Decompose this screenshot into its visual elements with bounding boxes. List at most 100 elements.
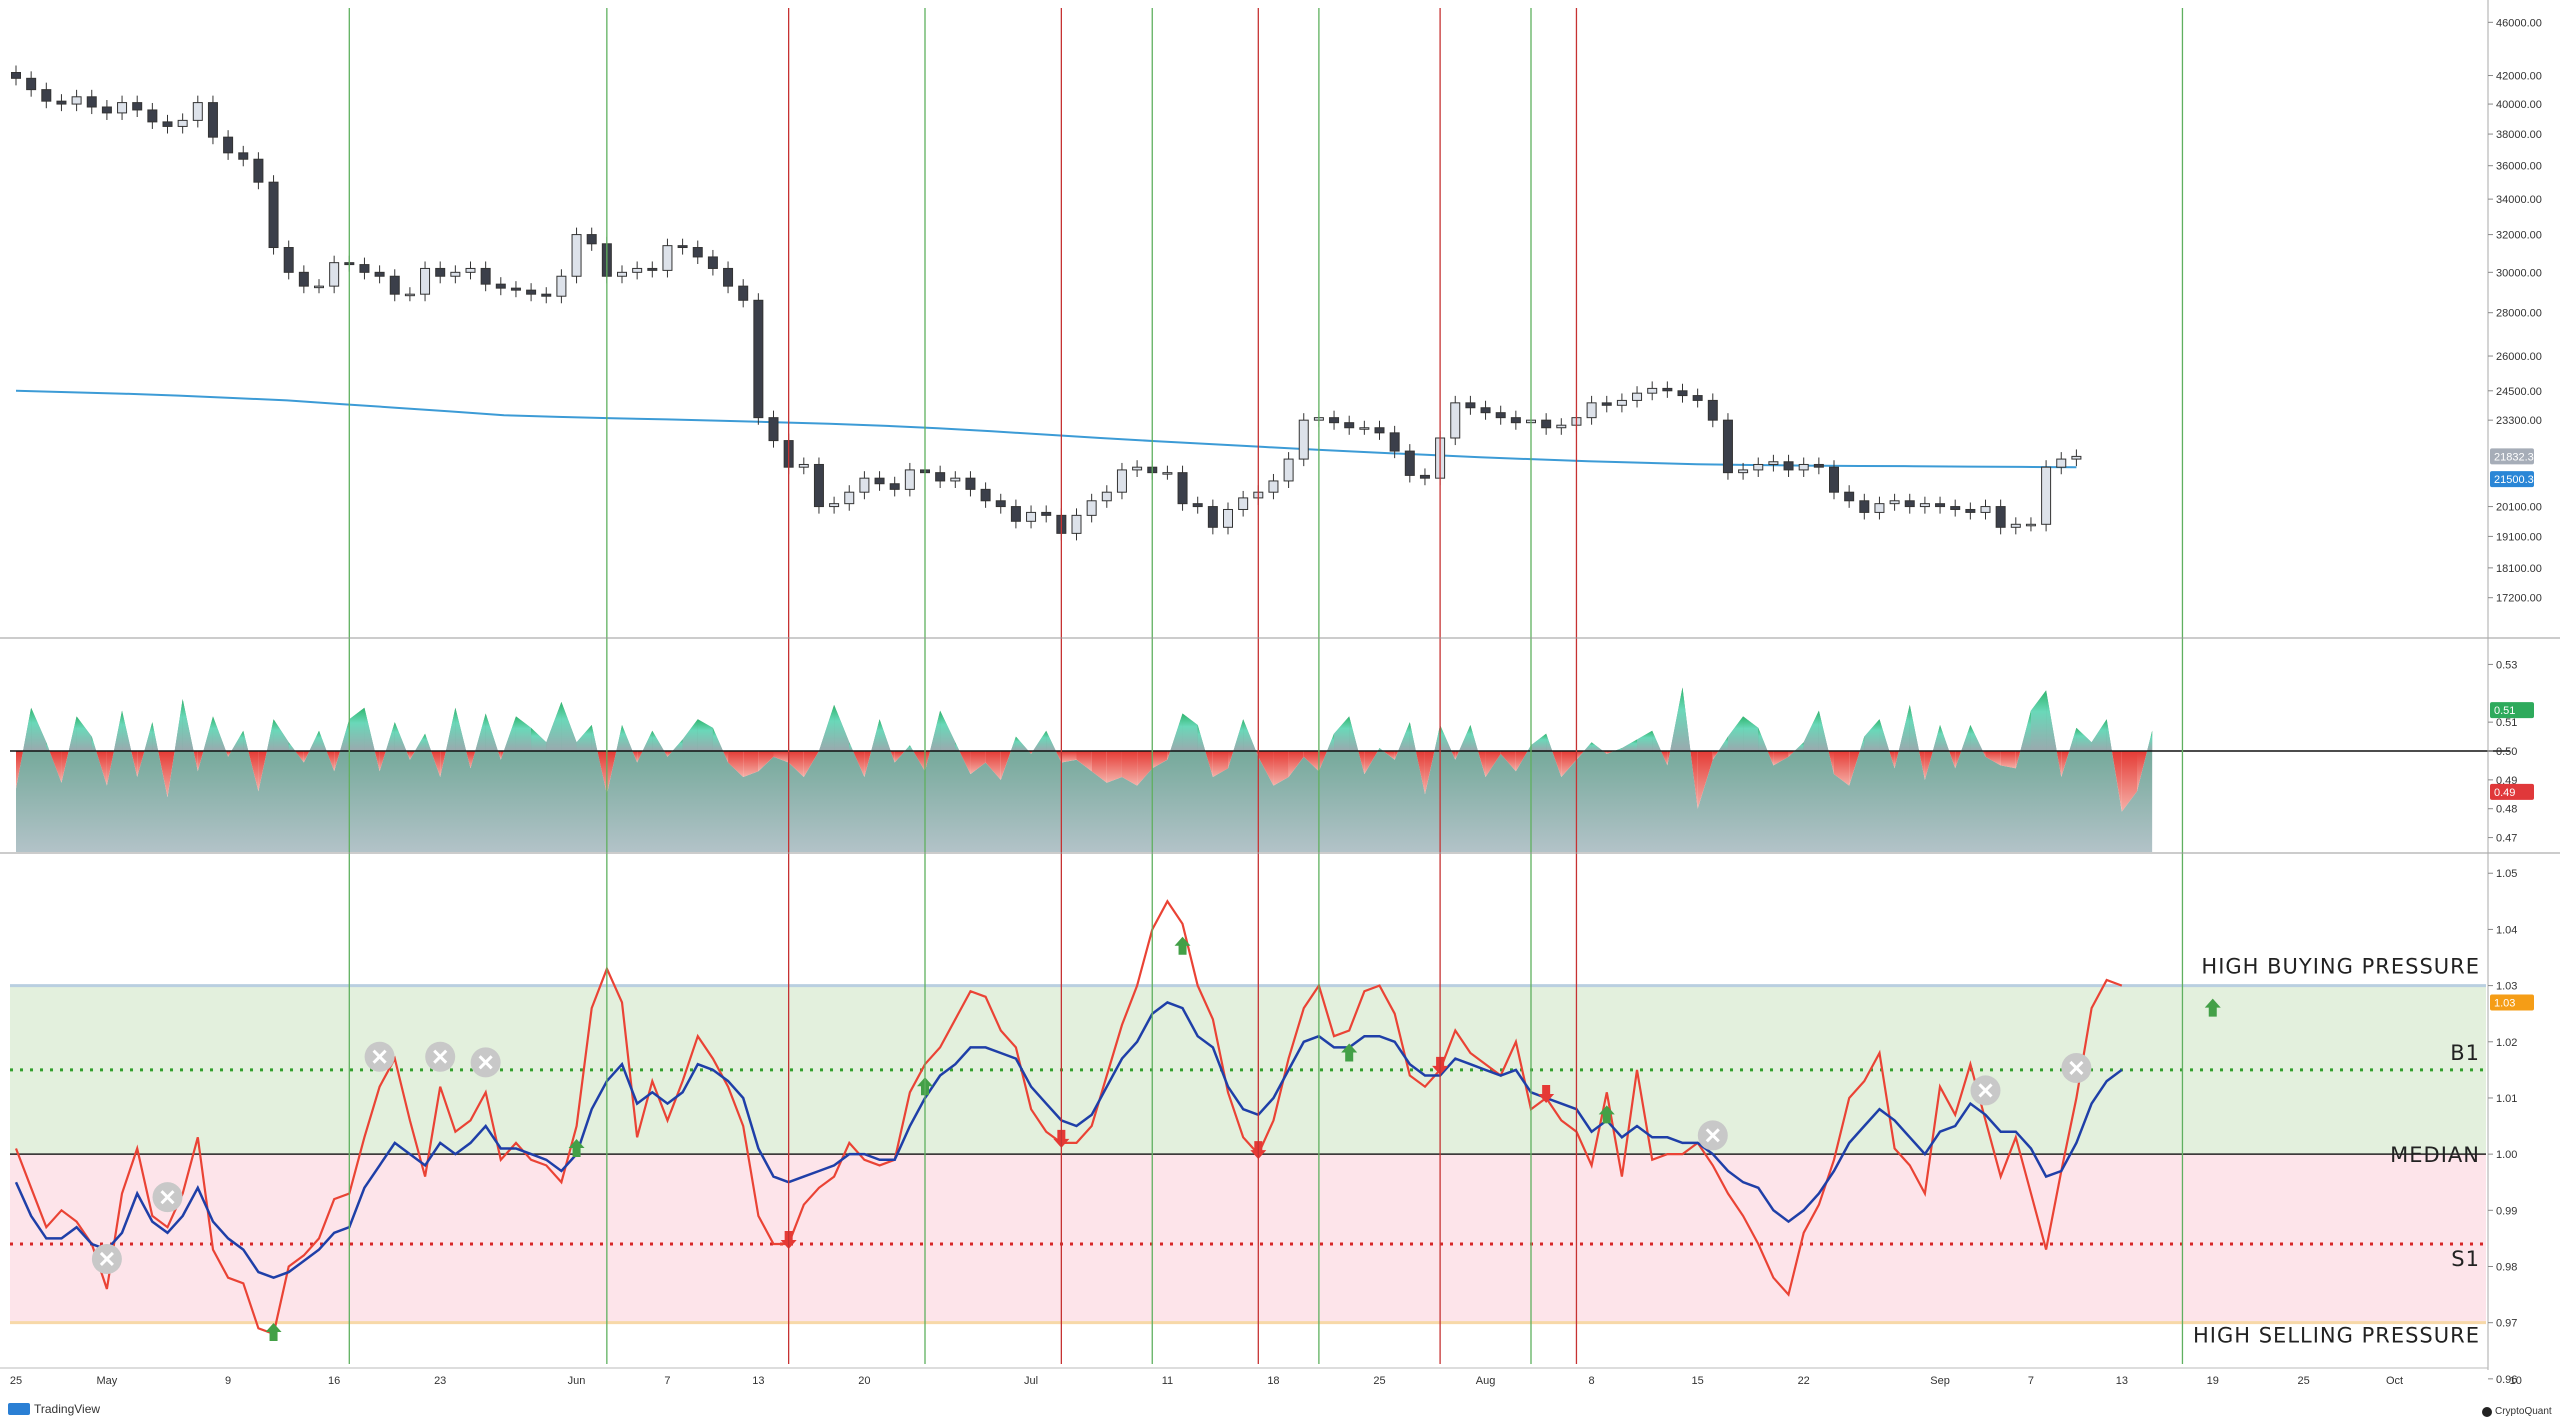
- candle-down: [1950, 506, 1961, 510]
- ratio-buy-segment: [243, 730, 249, 751]
- ratio-sell-segment: [1212, 751, 1228, 777]
- candle-down: [1783, 461, 1794, 471]
- candle: [71, 89, 82, 112]
- x-tick-label: Jun: [568, 1375, 586, 1387]
- candle-up: [1980, 506, 1991, 513]
- ratio-buy-segment: [2046, 690, 2057, 751]
- y-tick-label: 0.50: [2496, 746, 2517, 758]
- ratio-sell-segment: [985, 751, 1001, 780]
- candle: [950, 471, 961, 489]
- down-arrow-icon: [1538, 1084, 1555, 1103]
- y-tick-label: 46000.00: [2496, 17, 2542, 29]
- ratio-buy-segment: [1743, 716, 1759, 751]
- ratio-sell-segment: [667, 751, 673, 757]
- ratio-buy-segment: [712, 727, 723, 751]
- ratio-sell-segment: [2111, 751, 2122, 812]
- candle-down: [162, 121, 173, 127]
- x-tick-label: Aug: [1476, 1375, 1496, 1387]
- ratio-sell-segment: [295, 751, 304, 763]
- candle-down: [1662, 387, 1673, 392]
- ratio-buy-segment: [1879, 719, 1890, 751]
- ratio-base-area: [16, 687, 2153, 852]
- badge-bg: [2490, 783, 2534, 800]
- candle: [1026, 505, 1037, 529]
- candle-down: [586, 234, 597, 245]
- ratio-buy-segment: [1470, 725, 1478, 751]
- candle: [904, 462, 915, 497]
- ratio-sell-segment: [1258, 751, 1274, 786]
- y-tick-label: 20100.00: [2496, 502, 2542, 514]
- ratio-buy-segment: [455, 707, 467, 751]
- candle-down: [723, 267, 734, 287]
- candle: [874, 471, 885, 491]
- ratio-sell-segment: [959, 751, 971, 775]
- ratio-sell-segment: [1773, 751, 1789, 766]
- candle: [526, 283, 537, 302]
- ratio-buy-segment: [955, 742, 960, 751]
- ratio-buy-segment: [1527, 745, 1531, 751]
- x-tick-label: 7: [664, 1375, 670, 1387]
- ratio-sell-segment: [1889, 751, 1895, 769]
- tradingview-icon: [8, 1403, 30, 1415]
- x-tick-label: 19: [2207, 1375, 2219, 1387]
- candle-up: [617, 271, 627, 277]
- y-tick-label: 1.01: [2496, 1093, 2517, 1105]
- candle-down: [980, 488, 991, 502]
- candle-down: [389, 275, 400, 295]
- candle: [995, 493, 1006, 514]
- candle: [1935, 496, 1946, 514]
- candle-down: [677, 245, 688, 249]
- ratio-buy-segment: [1409, 722, 1416, 751]
- cross-icon: [1697, 1120, 1728, 1151]
- ratio-sell-segment: [1288, 751, 1304, 777]
- candle-down: [359, 264, 370, 273]
- ratio-buy-segment: [503, 716, 516, 751]
- ratio-sell-segment: [970, 751, 986, 775]
- ratio-buy-segment: [849, 742, 854, 751]
- candle-up: [192, 102, 203, 121]
- candle: [677, 238, 688, 255]
- cross-icon: [152, 1182, 183, 1213]
- ratio-sell-segment: [773, 751, 789, 763]
- x-tick-label: 13: [2116, 1375, 2128, 1387]
- candle: [889, 476, 900, 497]
- candle-down: [1344, 422, 1355, 429]
- candle: [2056, 452, 2067, 475]
- ratio-sell-segment: [1358, 751, 1365, 775]
- cross-icon: [470, 1047, 501, 1078]
- candle-up: [844, 491, 855, 505]
- ratio-sell-segment: [1788, 751, 1795, 757]
- candle-up: [2025, 523, 2036, 527]
- candle: [1510, 410, 1521, 430]
- candle-down: [1707, 399, 1718, 421]
- candle-down: [1904, 500, 1915, 508]
- candle-up: [1298, 419, 1309, 460]
- ratio-buy-segment: [591, 725, 598, 751]
- candle-down: [480, 267, 491, 285]
- candle-up: [2056, 458, 2067, 468]
- ratio-sell-segment: [2121, 751, 2137, 812]
- candle: [1541, 413, 1552, 435]
- ratio-buy-segment: [1591, 742, 1603, 751]
- candle-down: [1829, 466, 1839, 493]
- y-tick-label: 40000.00: [2496, 99, 2542, 111]
- ratio-buy-segment: [1818, 710, 1829, 751]
- ratio-buy-segment: [909, 745, 914, 751]
- cross-mark: [1978, 1083, 1993, 1098]
- y-tick-label: 1.03: [2496, 981, 2517, 993]
- candle: [41, 82, 52, 109]
- candle: [192, 95, 203, 128]
- candle: [1844, 485, 1855, 508]
- candle: [253, 152, 264, 190]
- ratio-sell-segment: [16, 751, 24, 789]
- ratio-sell-segment: [1000, 751, 1011, 780]
- ratio-sell-segment: [1552, 751, 1562, 777]
- ratio-sell-segment: [1152, 751, 1168, 769]
- y-tick-label: 0.96: [2496, 1374, 2517, 1386]
- candle: [1268, 473, 1279, 500]
- ratio-buy-segment: [531, 727, 547, 751]
- y-tick-label: 24500.00: [2496, 386, 2542, 398]
- ratio-area: [16, 687, 2153, 852]
- ratio-sell-segment: [500, 751, 504, 760]
